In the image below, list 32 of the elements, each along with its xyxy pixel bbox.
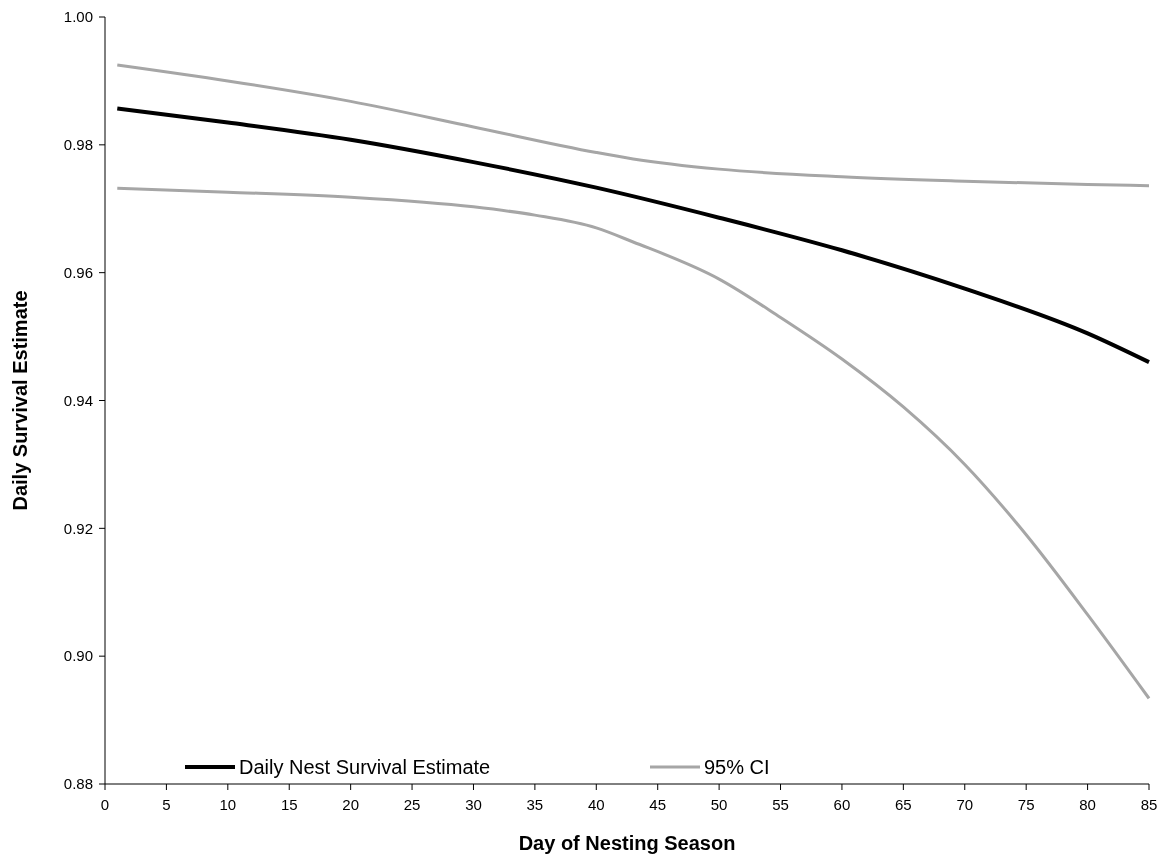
line-series xyxy=(115,186,1151,700)
x-tick-label: 80 xyxy=(1079,796,1096,813)
x-tick-label: 75 xyxy=(1017,796,1035,813)
y-axis-title: Daily Survival Estimate xyxy=(9,290,31,511)
x-tick-label: 45 xyxy=(649,796,667,813)
x-tick-label: 30 xyxy=(465,796,482,813)
x-tick-label: 15 xyxy=(280,796,298,813)
y-tick-label: 0.90 xyxy=(63,647,93,665)
x-tick-label: 10 xyxy=(219,796,237,813)
y-tick-label: 1.00 xyxy=(63,8,93,26)
x-tick-label: 65 xyxy=(895,796,912,813)
legend-label: 95% CI xyxy=(704,756,770,778)
y-tick-label: 0.96 xyxy=(63,263,93,281)
x-tick-label: 25 xyxy=(403,796,421,813)
x-tick-label: 70 xyxy=(956,796,974,813)
line-series xyxy=(115,106,1151,365)
y-tick-label: 0.92 xyxy=(63,519,93,537)
line-series xyxy=(115,63,1151,188)
y-tick-label: 0.88 xyxy=(63,775,93,793)
x-tick-label: 60 xyxy=(833,796,851,813)
x-tick-label: 85 xyxy=(1140,796,1158,813)
x-tick-label: 55 xyxy=(772,796,789,813)
x-tick-label: 5 xyxy=(162,796,171,813)
x-axis-title: Day of Nesting Season xyxy=(518,832,736,854)
y-tick-label: 0.94 xyxy=(63,391,93,409)
x-tick-label: 20 xyxy=(342,796,359,813)
x-tick-label: 50 xyxy=(710,796,728,813)
x-tick-label: 0 xyxy=(100,796,110,813)
y-tick-label: 0.98 xyxy=(63,136,93,154)
x-tick-label: 35 xyxy=(526,796,544,813)
legend-label: Daily Nest Survival Estimate xyxy=(239,756,491,778)
x-tick-label: 40 xyxy=(587,796,605,813)
